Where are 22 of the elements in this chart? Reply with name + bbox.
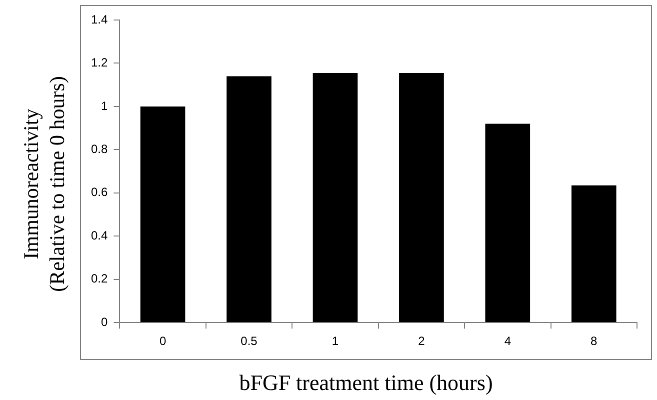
bar (312, 72, 358, 322)
x-tick-label: 1 (332, 334, 339, 348)
y-tick-label: 0.8 (90, 142, 108, 156)
y-tick-label: 1.4 (90, 12, 108, 26)
x-axis-title: bFGF treatment time (hours) (238, 370, 494, 396)
y-tick-label: 0 (100, 314, 108, 329)
y-tick-label: 0.6 (90, 185, 108, 200)
x-tick-label: 0.5 (240, 334, 258, 348)
bar (226, 76, 272, 322)
bar (571, 185, 616, 322)
bar (140, 106, 186, 322)
y-axis-title: Immunoreactivity (Relative to time 0 hours) (18, 75, 70, 294)
y-tick-label: 0.2 (90, 272, 108, 286)
y-tick-label: 0.4 (90, 228, 108, 242)
x-tick-label: 0 (159, 334, 166, 348)
x-tick-label: 4 (504, 334, 512, 348)
y-tick-label: 1 (100, 98, 108, 113)
x-tick-label: 8 (590, 334, 598, 348)
bar (399, 72, 444, 322)
x-tick-label: 2 (418, 334, 426, 348)
bar (485, 124, 530, 322)
y-tick-label: 1.2 (90, 56, 108, 70)
